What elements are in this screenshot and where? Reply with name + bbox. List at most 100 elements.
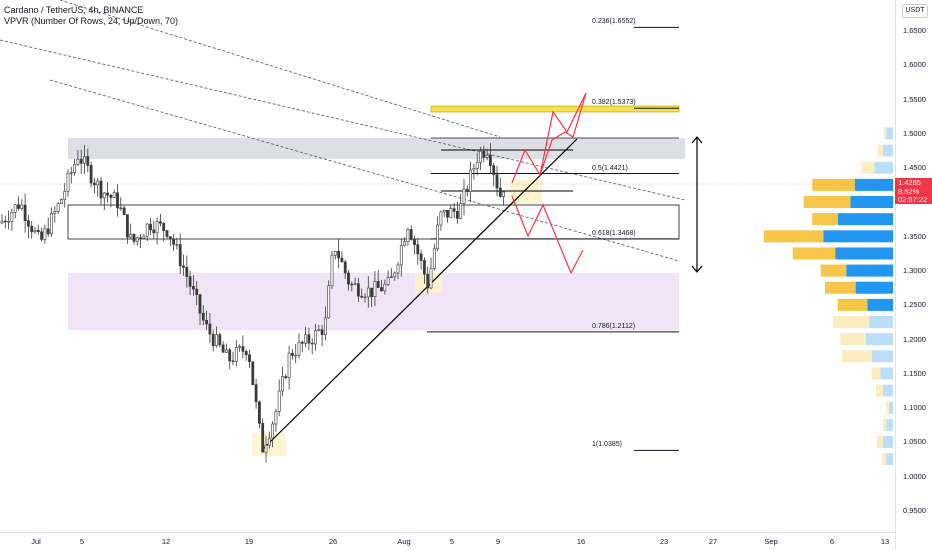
candle-down[interactable] bbox=[139, 237, 143, 239]
time-axis[interactable]: Jul 5 12 19 26 Aug 5 9 16 23 27 Sep 6 13 bbox=[0, 532, 895, 551]
chart-area[interactable]: Cardano / TetherUS, 4h, BINANCE VPVR (Nu… bbox=[0, 0, 895, 532]
candle-up[interactable] bbox=[469, 169, 473, 192]
dashed-trendline-upper[interactable] bbox=[0, 39, 686, 201]
candle-up[interactable] bbox=[366, 287, 370, 298]
candle-down[interactable] bbox=[300, 341, 304, 344]
candle-up[interactable] bbox=[294, 354, 298, 357]
candle-up[interactable] bbox=[145, 223, 149, 237]
candle-up[interactable] bbox=[175, 244, 179, 246]
dashed-trendline-top[interactable] bbox=[59, 0, 501, 138]
bullish-projection-2[interactable] bbox=[539, 92, 587, 176]
candle-up[interactable] bbox=[353, 283, 357, 285]
candle-down[interactable] bbox=[347, 272, 350, 285]
candle-down[interactable] bbox=[290, 352, 294, 356]
candle-down[interactable] bbox=[482, 150, 486, 158]
candle-up[interactable] bbox=[363, 296, 367, 299]
candle-up[interactable] bbox=[274, 411, 278, 425]
candle-down[interactable] bbox=[178, 244, 182, 267]
candle-down[interactable] bbox=[17, 204, 20, 209]
candle-down[interactable] bbox=[99, 180, 103, 199]
candle-down[interactable] bbox=[198, 294, 202, 314]
candle-up[interactable] bbox=[264, 444, 268, 453]
candle-up[interactable] bbox=[386, 277, 390, 285]
candle-down[interactable] bbox=[446, 209, 449, 218]
candle-up[interactable] bbox=[281, 376, 284, 392]
candle-down[interactable] bbox=[126, 214, 129, 238]
candle-up[interactable] bbox=[449, 208, 453, 218]
candle-down[interactable] bbox=[498, 187, 502, 197]
candle-up[interactable] bbox=[135, 237, 139, 242]
candle-down[interactable] bbox=[413, 239, 416, 245]
candle-up[interactable] bbox=[330, 254, 334, 287]
candle-down[interactable] bbox=[132, 233, 136, 242]
indicator-legend[interactable]: VPVR (Number Of Rows, 24, Up/Down, 70) bbox=[4, 16, 179, 26]
candle-up[interactable] bbox=[304, 334, 308, 344]
candle-up[interactable] bbox=[436, 224, 440, 250]
candle-down[interactable] bbox=[152, 229, 156, 234]
candle-down[interactable] bbox=[488, 154, 492, 166]
candle-up[interactable] bbox=[43, 228, 47, 240]
candle-up[interactable] bbox=[112, 192, 116, 198]
candle-up[interactable] bbox=[317, 329, 321, 331]
candle-down[interactable] bbox=[208, 323, 212, 335]
candle-up[interactable] bbox=[327, 285, 331, 319]
candle-down[interactable] bbox=[465, 188, 469, 192]
candle-up[interactable] bbox=[459, 203, 463, 219]
candle-down[interactable] bbox=[116, 192, 119, 209]
candle-up[interactable] bbox=[83, 156, 86, 164]
candle-up[interactable] bbox=[225, 349, 228, 353]
candle-up[interactable] bbox=[462, 188, 466, 205]
candle-down[interactable] bbox=[340, 257, 344, 263]
candle-up[interactable] bbox=[73, 164, 77, 173]
candle-up[interactable] bbox=[238, 346, 242, 348]
candle-down[interactable] bbox=[89, 165, 93, 184]
candle-up[interactable] bbox=[155, 221, 159, 234]
candle-down[interactable] bbox=[218, 334, 222, 346]
candle-up[interactable] bbox=[406, 229, 410, 242]
candle-down[interactable] bbox=[188, 276, 192, 287]
candle-down[interactable] bbox=[172, 238, 176, 245]
candle-up[interactable] bbox=[20, 204, 24, 209]
candle-down[interactable] bbox=[320, 329, 324, 335]
candle-up[interactable] bbox=[393, 272, 397, 278]
candle-down[interactable] bbox=[409, 229, 413, 240]
candle-up[interactable] bbox=[142, 235, 146, 239]
candle-up[interactable] bbox=[442, 209, 446, 213]
candle-up[interactable] bbox=[119, 207, 123, 210]
candle-up[interactable] bbox=[69, 172, 73, 174]
candle-down[interactable] bbox=[23, 204, 27, 221]
price-axis[interactable]: USDT 1.65001.60001.55001.50001.45001.400… bbox=[895, 0, 932, 550]
candle-up[interactable] bbox=[475, 162, 479, 169]
candle-up[interactable] bbox=[53, 211, 57, 214]
dashed-trendline-lower[interactable] bbox=[49, 79, 680, 262]
fib-382-highlight[interactable] bbox=[430, 105, 680, 113]
candle-down[interactable] bbox=[241, 346, 245, 352]
candle-up[interactable] bbox=[333, 251, 337, 256]
candle-up[interactable] bbox=[76, 158, 80, 165]
candle-up[interactable] bbox=[102, 192, 106, 199]
candle-down[interactable] bbox=[307, 334, 311, 344]
candle-down[interactable] bbox=[416, 244, 420, 255]
candle-down[interactable] bbox=[165, 230, 169, 237]
candle-down[interactable] bbox=[109, 194, 113, 198]
candle-down[interactable] bbox=[495, 174, 499, 189]
candle-down[interactable] bbox=[261, 423, 265, 453]
candle-up[interactable] bbox=[383, 283, 387, 292]
candle-up[interactable] bbox=[7, 221, 11, 223]
candle-down[interactable] bbox=[159, 221, 162, 224]
candle-up[interactable] bbox=[323, 317, 327, 335]
candle-down[interactable] bbox=[360, 295, 364, 298]
candle-down[interactable] bbox=[182, 265, 185, 268]
resistance-zone[interactable] bbox=[68, 138, 685, 159]
symbol-legend[interactable]: Cardano / TetherUS, 4h, BINANCE bbox=[4, 5, 144, 15]
candle-up[interactable] bbox=[403, 241, 407, 246]
candle-down[interactable] bbox=[149, 223, 152, 231]
candle-up[interactable] bbox=[399, 245, 403, 266]
bearish-projection[interactable] bbox=[511, 195, 584, 275]
candle-down[interactable] bbox=[257, 401, 261, 424]
candle-down[interactable] bbox=[46, 228, 50, 235]
currency-button[interactable]: USDT bbox=[902, 4, 928, 18]
candle-up[interactable] bbox=[10, 211, 14, 222]
candle-down[interactable] bbox=[376, 281, 380, 288]
candle-down[interactable] bbox=[228, 349, 232, 362]
